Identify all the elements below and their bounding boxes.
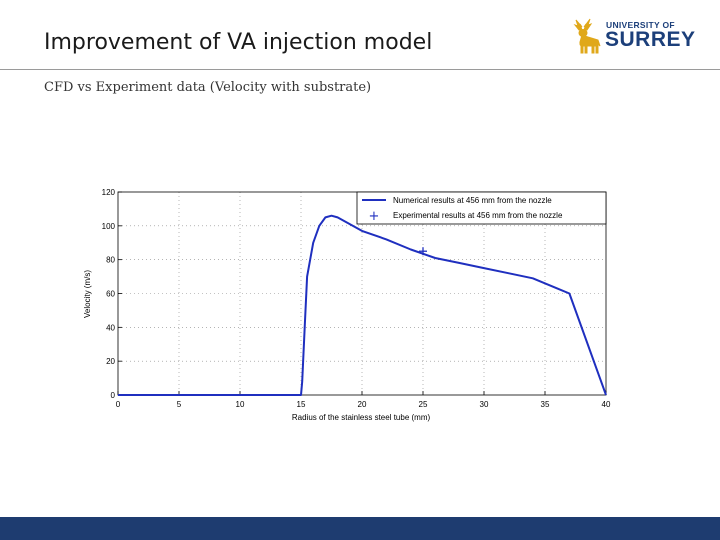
x-tick-label: 25 — [419, 400, 428, 409]
chart-legend: + Numerical results at 456 mm from the n… — [356, 191, 607, 225]
y-axis-label: Velocity (m/s) — [83, 270, 92, 318]
y-tick-label: 0 — [111, 391, 116, 400]
y-tick-label: 80 — [106, 256, 115, 265]
legend-label-numerical: Numerical results at 456 mm from the noz… — [393, 196, 552, 205]
x-tick-label: 40 — [602, 400, 611, 409]
slide-subtitle: CFD vs Experiment data (Velocity with su… — [44, 80, 372, 95]
x-tick-label: 10 — [236, 400, 245, 409]
logo-text-surrey: SURREY — [605, 28, 696, 51]
logo-text-university-of: UNIVERSITY OF — [606, 20, 675, 30]
axis-ticks: 0 5 10 15 20 25 30 35 40 0 20 40 60 80 100 120 — [102, 188, 611, 409]
y-tick-label: 20 — [106, 357, 115, 366]
x-tick-label: 35 — [541, 400, 550, 409]
x-tick-label: 30 — [480, 400, 489, 409]
legend-box — [356, 191, 607, 225]
x-tick-label: 20 — [358, 400, 367, 409]
stag-icon — [573, 18, 601, 54]
footer-bar — [0, 517, 720, 540]
y-tick-label: 60 — [106, 290, 115, 299]
x-axis-label: Radius of the stainless steel tube (mm) — [292, 413, 431, 422]
numerical-series-line — [118, 214, 607, 396]
y-tick-label: 120 — [102, 188, 116, 197]
university-logo: UNIVERSITY OF SURREY — [570, 16, 696, 56]
slide-title: Improvement of VA injection model — [44, 30, 433, 55]
x-tick-label: 5 — [177, 400, 182, 409]
y-tick-label: 100 — [102, 222, 116, 231]
series-group — [118, 214, 607, 396]
grid-lines — [118, 192, 606, 395]
x-tick-label: 15 — [297, 400, 306, 409]
legend-label-experimental: Experimental results at 456 mm from the … — [393, 211, 563, 220]
legend-marker-swatch: + — [369, 209, 380, 224]
experimental-data-point — [419, 247, 427, 256]
title-divider — [0, 69, 720, 70]
y-tick-label: 40 — [106, 323, 115, 332]
x-tick-label: 0 — [116, 400, 121, 409]
